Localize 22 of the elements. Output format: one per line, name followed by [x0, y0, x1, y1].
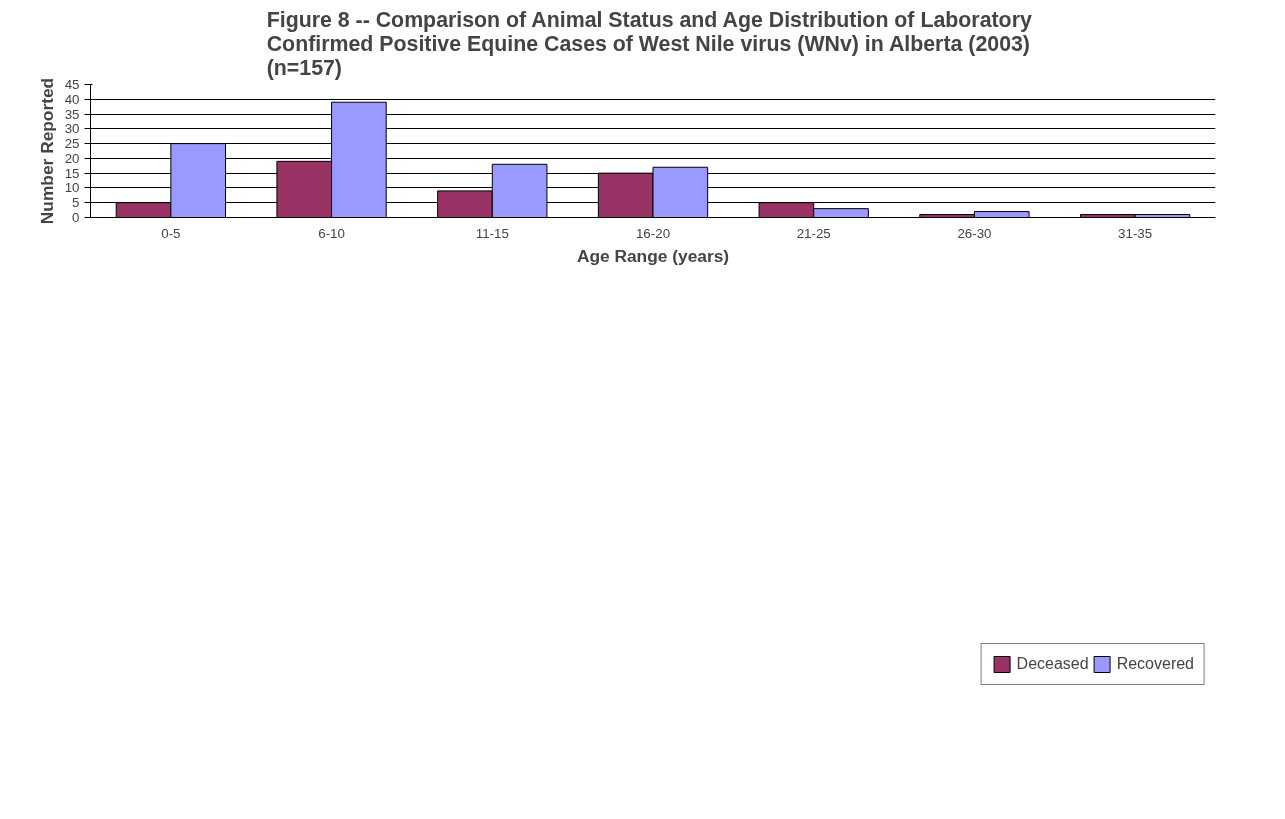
- y-tick-label: 30: [64, 121, 80, 137]
- y-tick-label: 0: [72, 210, 80, 225]
- y-axis-title: Number Reported: [36, 77, 57, 225]
- legend-label: Deceased: [1016, 655, 1089, 673]
- y-tick-label: 25: [64, 136, 80, 152]
- x-tick-label: 31-35: [1118, 225, 1153, 241]
- y-tick-label: 40: [64, 91, 80, 107]
- legend-label: Recovered: [1116, 655, 1194, 673]
- x-tick-label: 26-30: [957, 225, 992, 241]
- y-tick-label: 45: [64, 77, 80, 92]
- x-axis-title: Age Range (years): [576, 245, 730, 266]
- y-tick-label: 20: [64, 150, 80, 166]
- x-tick-label: 11-15: [475, 225, 509, 241]
- x-tick-label: 21-25: [796, 225, 831, 241]
- x-tick-label: 6-10: [318, 225, 345, 241]
- x-tick-label: 0-5: [161, 225, 181, 241]
- y-tick-label: 5: [72, 195, 80, 211]
- chart-title: Figure 8 -- Comparison of Animal Status and Age Distribution of Laboratory Confirmed Positive Equine Cases of West Nile virus (WNv) in Alberta (2003) (n=157): [266, 7, 1032, 80]
- y-tick-label: 15: [64, 165, 80, 181]
- y-tick-label: 35: [64, 106, 80, 122]
- x-tick-label: 16-20: [635, 225, 671, 241]
- y-tick-label: 10: [64, 180, 80, 196]
